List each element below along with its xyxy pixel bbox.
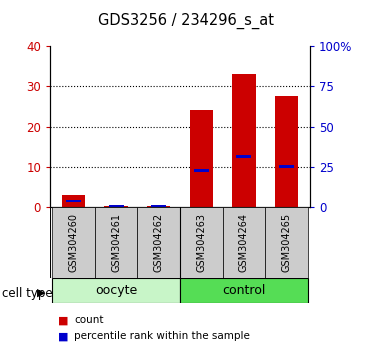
Bar: [180, 207, 223, 278]
Bar: [52, 278, 180, 303]
Bar: [275, 96, 298, 207]
Bar: [66, 200, 81, 202]
Text: control: control: [222, 284, 266, 297]
Bar: [190, 110, 213, 207]
Text: ■: ■: [58, 331, 68, 341]
Text: GDS3256 / 234296_s_at: GDS3256 / 234296_s_at: [98, 12, 273, 29]
Bar: [180, 278, 308, 303]
Bar: [104, 206, 128, 207]
Bar: [236, 155, 251, 158]
Text: GSM304260: GSM304260: [69, 213, 79, 272]
Text: GSM304263: GSM304263: [196, 213, 206, 272]
Text: GSM304264: GSM304264: [239, 213, 249, 272]
Bar: [265, 207, 308, 278]
Text: ■: ■: [58, 315, 68, 325]
Bar: [62, 195, 85, 207]
Bar: [151, 205, 166, 208]
Bar: [147, 206, 170, 207]
Text: count: count: [74, 315, 104, 325]
Text: ▶: ▶: [37, 288, 46, 298]
Text: oocyte: oocyte: [95, 284, 137, 297]
Bar: [279, 165, 294, 168]
Text: cell type: cell type: [2, 287, 52, 299]
Bar: [137, 207, 180, 278]
Bar: [223, 207, 265, 278]
Text: GSM304265: GSM304265: [281, 213, 291, 272]
Bar: [109, 205, 124, 208]
Text: GSM304262: GSM304262: [154, 213, 164, 272]
Text: percentile rank within the sample: percentile rank within the sample: [74, 331, 250, 341]
Text: GSM304261: GSM304261: [111, 213, 121, 272]
Bar: [95, 207, 137, 278]
Bar: [52, 207, 95, 278]
Bar: [232, 74, 256, 207]
Bar: [194, 170, 209, 172]
